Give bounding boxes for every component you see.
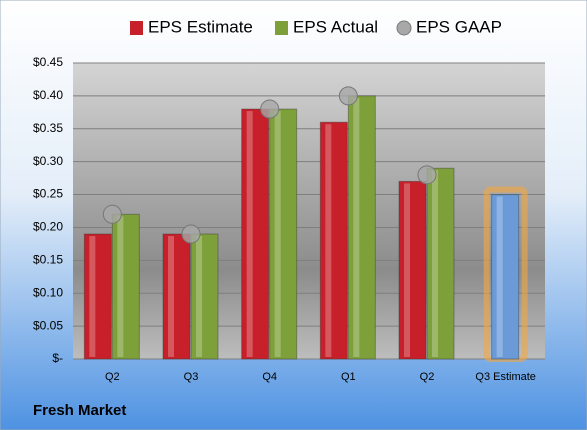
legend-marker: [275, 21, 288, 35]
legend-marker: [396, 20, 412, 36]
y-tick-label: $0.05: [33, 318, 63, 332]
x-tick-label: Q3: [184, 371, 199, 383]
y-tick-label: $-: [52, 351, 63, 365]
gaap-marker: [338, 86, 358, 106]
bar-shine: [168, 236, 174, 357]
plot-area: [73, 63, 545, 359]
gaap-marker: [417, 165, 437, 185]
legend-label: EPS GAAP: [416, 17, 502, 36]
bar: [241, 108, 270, 360]
y-tick-label: $0.40: [33, 88, 63, 102]
y-tick-label: $0.10: [33, 285, 63, 299]
bar: [111, 213, 140, 360]
x-tick-label: Q2: [105, 371, 120, 383]
bar-shine: [325, 124, 332, 357]
y-tick-label: $0.15: [33, 253, 63, 267]
bar-shine: [404, 183, 410, 357]
gaap-marker: [102, 204, 122, 224]
gaap-marker: [260, 99, 280, 119]
bar: [269, 108, 298, 360]
legend-label: EPS Actual: [293, 17, 378, 36]
y-tick-label: $0.45: [33, 55, 63, 69]
bar: [491, 194, 520, 360]
bar-shine: [432, 170, 438, 357]
bar: [162, 233, 191, 360]
x-tick-label: Q4: [262, 371, 277, 383]
bar-shine: [274, 111, 281, 358]
y-tick-label: $0.30: [33, 154, 63, 168]
y-tick-label: $0.20: [33, 220, 63, 234]
bar-shine: [353, 97, 360, 357]
bar: [426, 167, 455, 360]
bar: [398, 180, 427, 360]
bar-shine: [117, 216, 124, 357]
caption: Fresh Market: [33, 402, 126, 419]
bar: [83, 233, 112, 360]
bar-shine: [196, 236, 202, 357]
x-tick-label: Q2: [420, 371, 435, 383]
x-tick-label: Q1: [341, 371, 356, 383]
bar: [190, 233, 219, 360]
bar-shine: [89, 236, 96, 357]
y-tick-label: $0.25: [33, 187, 63, 201]
bar-shine: [246, 111, 253, 358]
y-tick-label: $0.35: [33, 121, 63, 135]
gaap-marker: [181, 224, 201, 244]
bar: [319, 121, 348, 360]
bar: [347, 95, 376, 360]
legend-marker: [130, 21, 143, 35]
x-tick-label: Q3 Estimate: [475, 371, 536, 383]
legend-label: EPS Estimate: [148, 17, 253, 36]
bar-shine: [496, 196, 503, 357]
